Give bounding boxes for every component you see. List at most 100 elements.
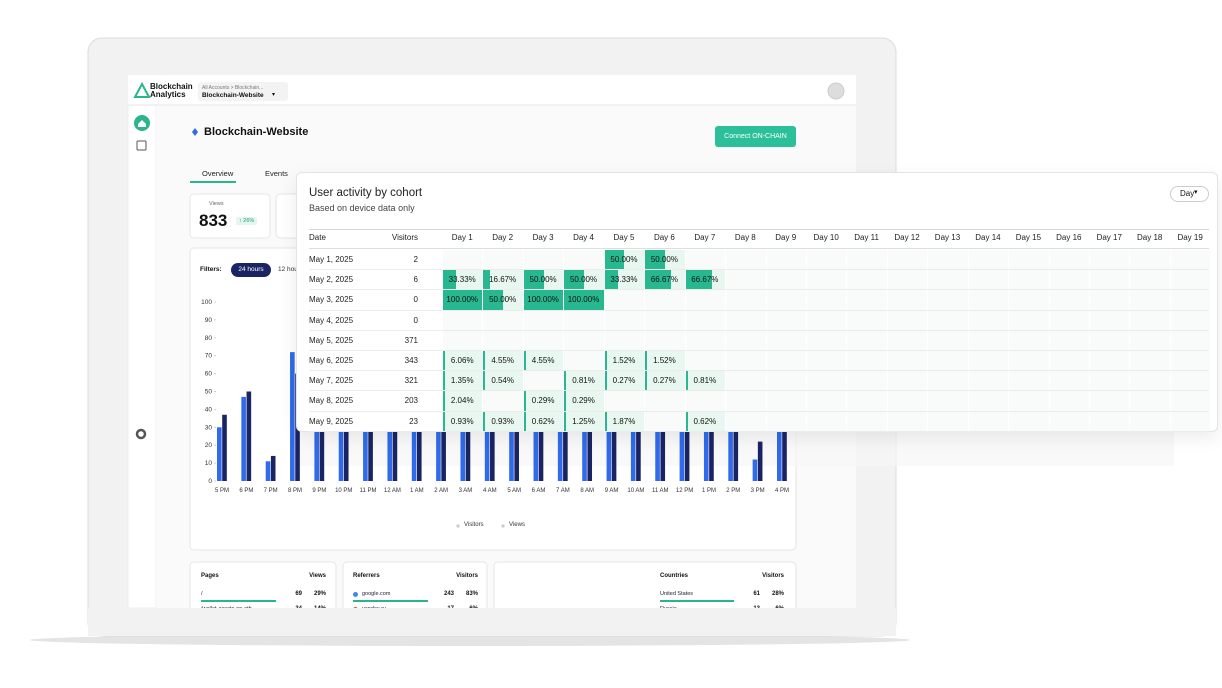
row-rule <box>309 269 1209 271</box>
row-value: 69 <box>295 591 302 597</box>
cell-bg <box>603 391 645 411</box>
row-value: 243 <box>443 591 454 597</box>
cell-bg <box>927 411 968 431</box>
period-select[interactable]: Day <box>1170 186 1209 202</box>
bar <box>557 404 563 481</box>
cell-bg <box>725 391 766 411</box>
cell-value: 0.27% <box>653 376 676 386</box>
cell-bg <box>1169 250 1211 270</box>
row-date: May 8, 2025 <box>309 396 354 406</box>
stats-icon[interactable] <box>136 140 147 151</box>
cell-bg <box>1008 270 1049 290</box>
cell-value: 1.87% <box>612 416 636 426</box>
bar <box>441 393 446 481</box>
cell-bg <box>846 310 887 330</box>
bar <box>636 386 641 481</box>
connect-button[interactable]: Connect ON-CHAIN <box>715 126 796 147</box>
cell-bg <box>927 250 968 270</box>
row-rule <box>309 410 1209 412</box>
cell-fill <box>523 351 526 371</box>
cell-fill <box>604 270 618 290</box>
bar <box>490 402 495 481</box>
cell-bg <box>522 371 564 391</box>
row-label: google.com <box>362 591 391 597</box>
cell-bg <box>563 411 604 431</box>
x-tick-label: 10 AM <box>627 488 645 494</box>
cell-bg <box>725 310 766 330</box>
cell-bg <box>846 411 887 431</box>
cell-value: 0.29% <box>531 396 555 406</box>
filter-pill[interactable]: 24 hours <box>231 263 271 277</box>
cell-bg <box>725 270 766 290</box>
cell-fill <box>645 371 648 391</box>
cell-value: 50.00% <box>569 275 598 285</box>
table-header: Pages <box>201 573 219 579</box>
cell-bg <box>927 310 968 330</box>
y-tick-label: 90 <box>205 317 213 324</box>
x-tick-label: 5 PM <box>214 488 229 494</box>
cell-bg <box>563 371 604 391</box>
cell-bg <box>482 330 523 350</box>
cell-bg <box>765 330 806 350</box>
cell-bg <box>967 310 1009 330</box>
breadcrumb: All Accounts > Blockchain... <box>202 85 264 91</box>
row-visitors: 0 <box>413 295 418 305</box>
row-date: May 9, 2025 <box>309 416 354 426</box>
cell-bg <box>603 330 645 350</box>
cell-value: 50.00% <box>650 255 678 264</box>
cell-value: 50.00% <box>529 275 557 285</box>
column-header: Day 6 <box>653 233 675 242</box>
settings-icon[interactable] <box>135 428 147 440</box>
cell-fill <box>645 270 672 290</box>
cell-fill <box>564 270 585 290</box>
cell-bg <box>684 290 726 310</box>
filter-pill[interactable]: 12 hours <box>278 266 304 273</box>
x-tick-label: 4 AM <box>482 488 497 494</box>
row-date: May 6, 2025 <box>309 356 354 365</box>
screen-cut <box>128 608 856 636</box>
cell-bg <box>644 391 685 411</box>
cell-bg <box>522 250 564 270</box>
cell-fill <box>645 351 648 371</box>
x-tick-label: 3 AM <box>458 488 473 494</box>
y-tick-label: 80 <box>205 335 213 342</box>
breadcrumb-box[interactable] <box>198 82 288 101</box>
table-rule <box>309 248 1209 249</box>
cell-value: 50.00% <box>610 255 638 264</box>
tab[interactable]: Events <box>265 169 288 178</box>
cell-bg <box>442 411 483 431</box>
cell-fill <box>645 250 665 270</box>
site-select[interactable]: Blockchain-Website <box>202 92 264 99</box>
cell-bg <box>522 391 564 411</box>
tab[interactable]: Overview <box>202 169 234 178</box>
bar <box>533 393 539 481</box>
cell-value: 0.54% <box>491 376 514 386</box>
bar <box>757 441 763 481</box>
cell-bg <box>765 371 806 391</box>
bar <box>782 391 787 481</box>
avatar[interactable] <box>827 82 845 100</box>
x-tick-label: 6 PM <box>239 488 254 494</box>
cell-fill <box>604 250 625 270</box>
cell-value: 100.00% <box>446 295 479 305</box>
cell-fill <box>443 290 483 310</box>
legend-swatch <box>501 524 505 528</box>
column-header: Day 18 <box>1137 233 1163 242</box>
cell-bg <box>967 290 1009 310</box>
column-header: Day 9 <box>775 233 797 242</box>
cell-bg <box>1089 250 1130 270</box>
bar <box>241 396 246 481</box>
row-rule <box>309 350 1209 351</box>
cell-bg <box>603 290 645 310</box>
cell-bg <box>644 351 685 371</box>
cell-bg <box>1129 270 1170 290</box>
cell-bg <box>1008 351 1049 371</box>
cell-bg <box>1048 250 1090 270</box>
cell-bg <box>522 310 564 330</box>
table-header: Referrers <box>353 573 380 579</box>
cell-fill <box>523 290 564 310</box>
cell-bg <box>967 371 1009 391</box>
cell-bg <box>967 351 1009 371</box>
